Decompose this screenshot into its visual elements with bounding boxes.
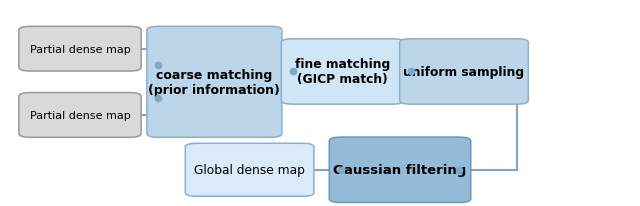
Text: Gaussian filtering: Gaussian filtering [333,164,467,176]
FancyBboxPatch shape [147,27,282,138]
FancyBboxPatch shape [19,93,141,138]
FancyBboxPatch shape [282,40,404,105]
FancyBboxPatch shape [399,40,528,105]
Text: uniform sampling: uniform sampling [403,66,525,78]
Text: Partial dense map: Partial dense map [29,44,131,54]
FancyBboxPatch shape [186,144,314,196]
Text: coarse matching
(prior information): coarse matching (prior information) [148,68,280,96]
Text: Partial dense map: Partial dense map [29,110,131,120]
FancyBboxPatch shape [19,27,141,72]
Text: Global dense map: Global dense map [194,164,305,176]
FancyBboxPatch shape [329,137,471,202]
Text: fine matching
(GICP match): fine matching (GICP match) [295,58,390,86]
